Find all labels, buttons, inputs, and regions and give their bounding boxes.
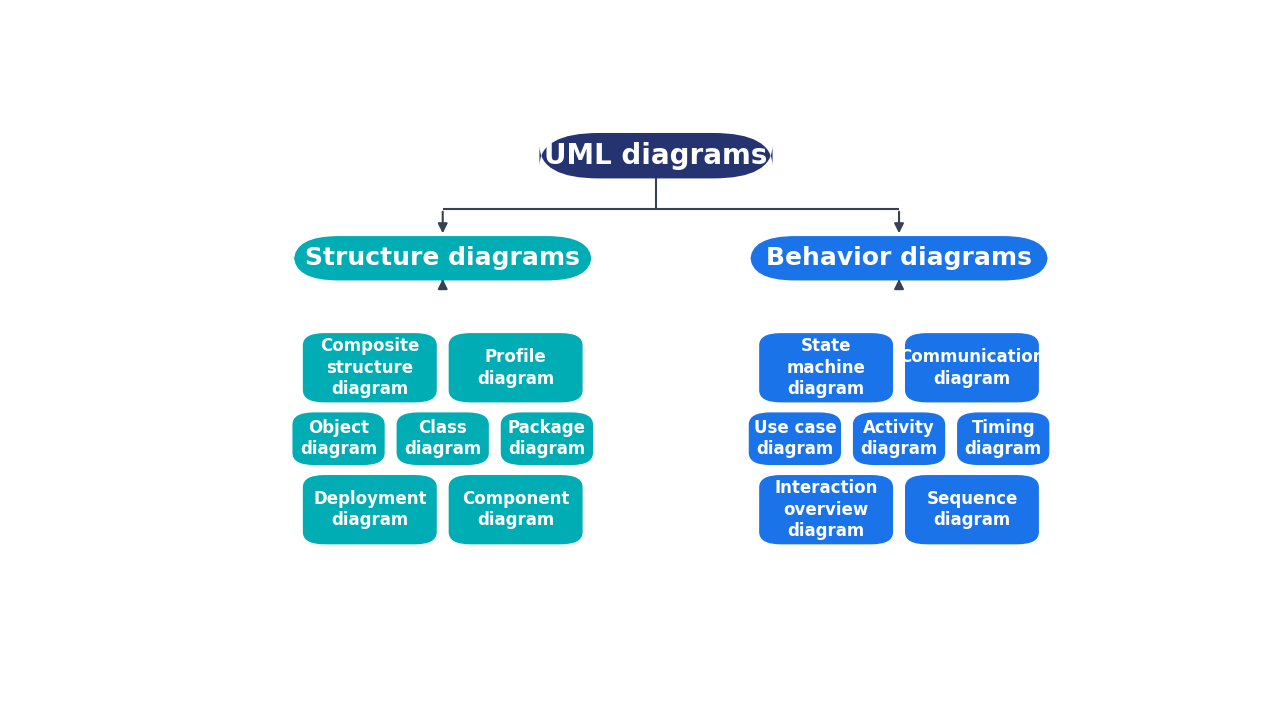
Text: Activity
diagram: Activity diagram: [860, 419, 938, 459]
FancyBboxPatch shape: [449, 333, 582, 402]
FancyBboxPatch shape: [750, 236, 1048, 280]
FancyBboxPatch shape: [292, 413, 385, 465]
Text: Use case
diagram: Use case diagram: [754, 419, 836, 459]
FancyBboxPatch shape: [852, 413, 945, 465]
Text: Sequence
diagram: Sequence diagram: [927, 490, 1018, 529]
FancyBboxPatch shape: [905, 475, 1039, 544]
Text: Communication
diagram: Communication diagram: [900, 348, 1044, 387]
Text: Package
diagram: Package diagram: [508, 419, 586, 459]
Text: Composite
structure
diagram: Composite structure diagram: [320, 337, 420, 398]
FancyBboxPatch shape: [905, 333, 1039, 402]
FancyBboxPatch shape: [500, 413, 593, 465]
Text: Interaction
overview
diagram: Interaction overview diagram: [774, 480, 878, 540]
FancyBboxPatch shape: [957, 413, 1050, 465]
Text: Deployment
diagram: Deployment diagram: [314, 490, 426, 529]
Text: Class
diagram: Class diagram: [404, 419, 481, 459]
Text: Behavior diagrams: Behavior diagrams: [767, 246, 1032, 270]
FancyBboxPatch shape: [759, 333, 893, 402]
Text: Timing
diagram: Timing diagram: [965, 419, 1042, 459]
FancyBboxPatch shape: [294, 236, 591, 280]
Text: Profile
diagram: Profile diagram: [477, 348, 554, 387]
FancyBboxPatch shape: [303, 475, 436, 544]
FancyBboxPatch shape: [749, 413, 841, 465]
FancyBboxPatch shape: [449, 475, 582, 544]
Text: UML diagrams: UML diagrams: [544, 142, 768, 170]
FancyBboxPatch shape: [397, 413, 489, 465]
Text: State
machine
diagram: State machine diagram: [787, 337, 865, 398]
Text: Component
diagram: Component diagram: [462, 490, 570, 529]
Text: Structure diagrams: Structure diagrams: [306, 246, 580, 270]
FancyBboxPatch shape: [303, 333, 436, 402]
FancyBboxPatch shape: [759, 475, 893, 544]
Text: Object
diagram: Object diagram: [300, 419, 378, 459]
FancyBboxPatch shape: [539, 133, 773, 179]
